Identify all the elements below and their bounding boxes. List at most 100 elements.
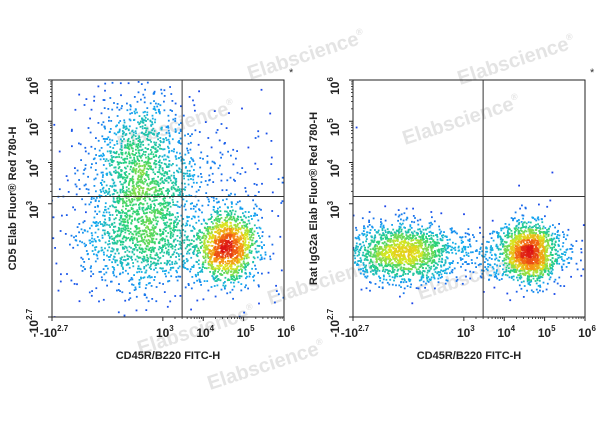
event-dot <box>538 276 541 279</box>
event-dot <box>120 107 123 110</box>
event-dot <box>560 256 563 258</box>
event-dot <box>154 264 157 267</box>
event-dot <box>125 205 128 207</box>
event-dot <box>253 230 256 233</box>
event-dot <box>174 120 177 122</box>
event-dot <box>195 254 198 257</box>
event-dot <box>230 281 232 284</box>
event-dot <box>369 243 372 246</box>
event-dot <box>116 235 119 238</box>
event-dot <box>122 197 124 200</box>
event-dot <box>582 268 585 271</box>
event-dot <box>194 205 197 208</box>
event-dot <box>149 182 151 185</box>
event-dot <box>124 239 127 242</box>
event-dot <box>244 171 247 174</box>
event-dot <box>205 267 208 270</box>
event-dot <box>136 199 139 202</box>
event-dot <box>83 268 86 271</box>
event-dot <box>118 121 120 124</box>
event-dot <box>566 258 569 260</box>
event-dot <box>145 173 148 175</box>
event-dot <box>137 63 139 65</box>
event-dot <box>188 175 190 178</box>
event-dot <box>167 280 169 283</box>
event-dot <box>221 256 223 259</box>
y-axis-title: CD5 Elab Fluor® Red 780-H <box>7 127 19 271</box>
event-dot <box>146 225 148 228</box>
event-dot <box>121 140 124 143</box>
event-dot <box>166 239 169 242</box>
event-dot <box>137 171 140 173</box>
event-dot <box>160 188 163 190</box>
event-dot <box>174 128 177 131</box>
event-dot <box>165 179 168 182</box>
event-dot <box>125 171 128 173</box>
event-dot <box>237 261 240 264</box>
event-dot <box>80 159 82 161</box>
event-dot <box>153 203 156 205</box>
event-dot <box>490 254 493 256</box>
event-dot <box>168 142 171 145</box>
event-dot <box>234 279 236 282</box>
event-dot <box>246 264 249 267</box>
event-dot <box>515 225 518 228</box>
event-dot <box>76 244 79 247</box>
event-dot <box>136 271 138 274</box>
event-dot <box>91 290 93 292</box>
event-dot <box>228 229 231 232</box>
event-dot <box>489 246 492 249</box>
event-dot <box>96 254 99 257</box>
event-dot <box>79 240 81 243</box>
event-dot <box>219 279 222 282</box>
event-dot <box>421 271 423 274</box>
event-dot <box>257 130 260 133</box>
event-dot <box>474 250 477 252</box>
event-dot <box>238 246 241 249</box>
event-dot <box>90 108 93 111</box>
event-dot <box>156 271 159 274</box>
event-dot <box>542 281 545 284</box>
event-dot <box>224 235 226 238</box>
event-dot <box>255 227 258 229</box>
event-dot <box>418 279 421 282</box>
event-dot <box>172 163 174 165</box>
event-dot <box>252 261 254 264</box>
event-dot <box>537 285 540 287</box>
event-dot <box>238 269 240 272</box>
event-dot <box>176 279 179 282</box>
event-dot <box>135 225 138 228</box>
event-dot <box>75 239 78 242</box>
event-dot <box>120 142 123 145</box>
event-dot <box>184 247 187 250</box>
event-dot <box>101 237 104 239</box>
event-dot <box>141 165 144 167</box>
event-dot <box>169 236 172 238</box>
event-dot <box>236 201 239 204</box>
event-dot <box>226 252 229 255</box>
event-dot <box>544 227 547 229</box>
event-dot <box>570 257 573 259</box>
event-dot <box>217 265 220 268</box>
event-dot <box>482 269 485 272</box>
event-dot <box>241 167 244 169</box>
event-dot <box>405 281 408 283</box>
event-dot <box>182 266 185 269</box>
event-dot <box>108 224 110 227</box>
event-dot <box>113 170 115 173</box>
event-dot <box>162 209 164 212</box>
event-dot <box>137 78 139 80</box>
event-dot <box>358 234 361 236</box>
event-dot <box>172 266 175 269</box>
event-dot <box>116 197 118 200</box>
event-dot <box>167 176 170 178</box>
event-dot <box>224 287 226 290</box>
event-dot <box>532 226 534 228</box>
event-dot <box>151 226 154 229</box>
event-dot <box>134 154 136 156</box>
event-dot <box>146 193 149 195</box>
event-dot <box>196 250 199 252</box>
event-dot <box>122 158 125 161</box>
event-dot <box>130 257 132 259</box>
event-dot <box>235 275 238 278</box>
